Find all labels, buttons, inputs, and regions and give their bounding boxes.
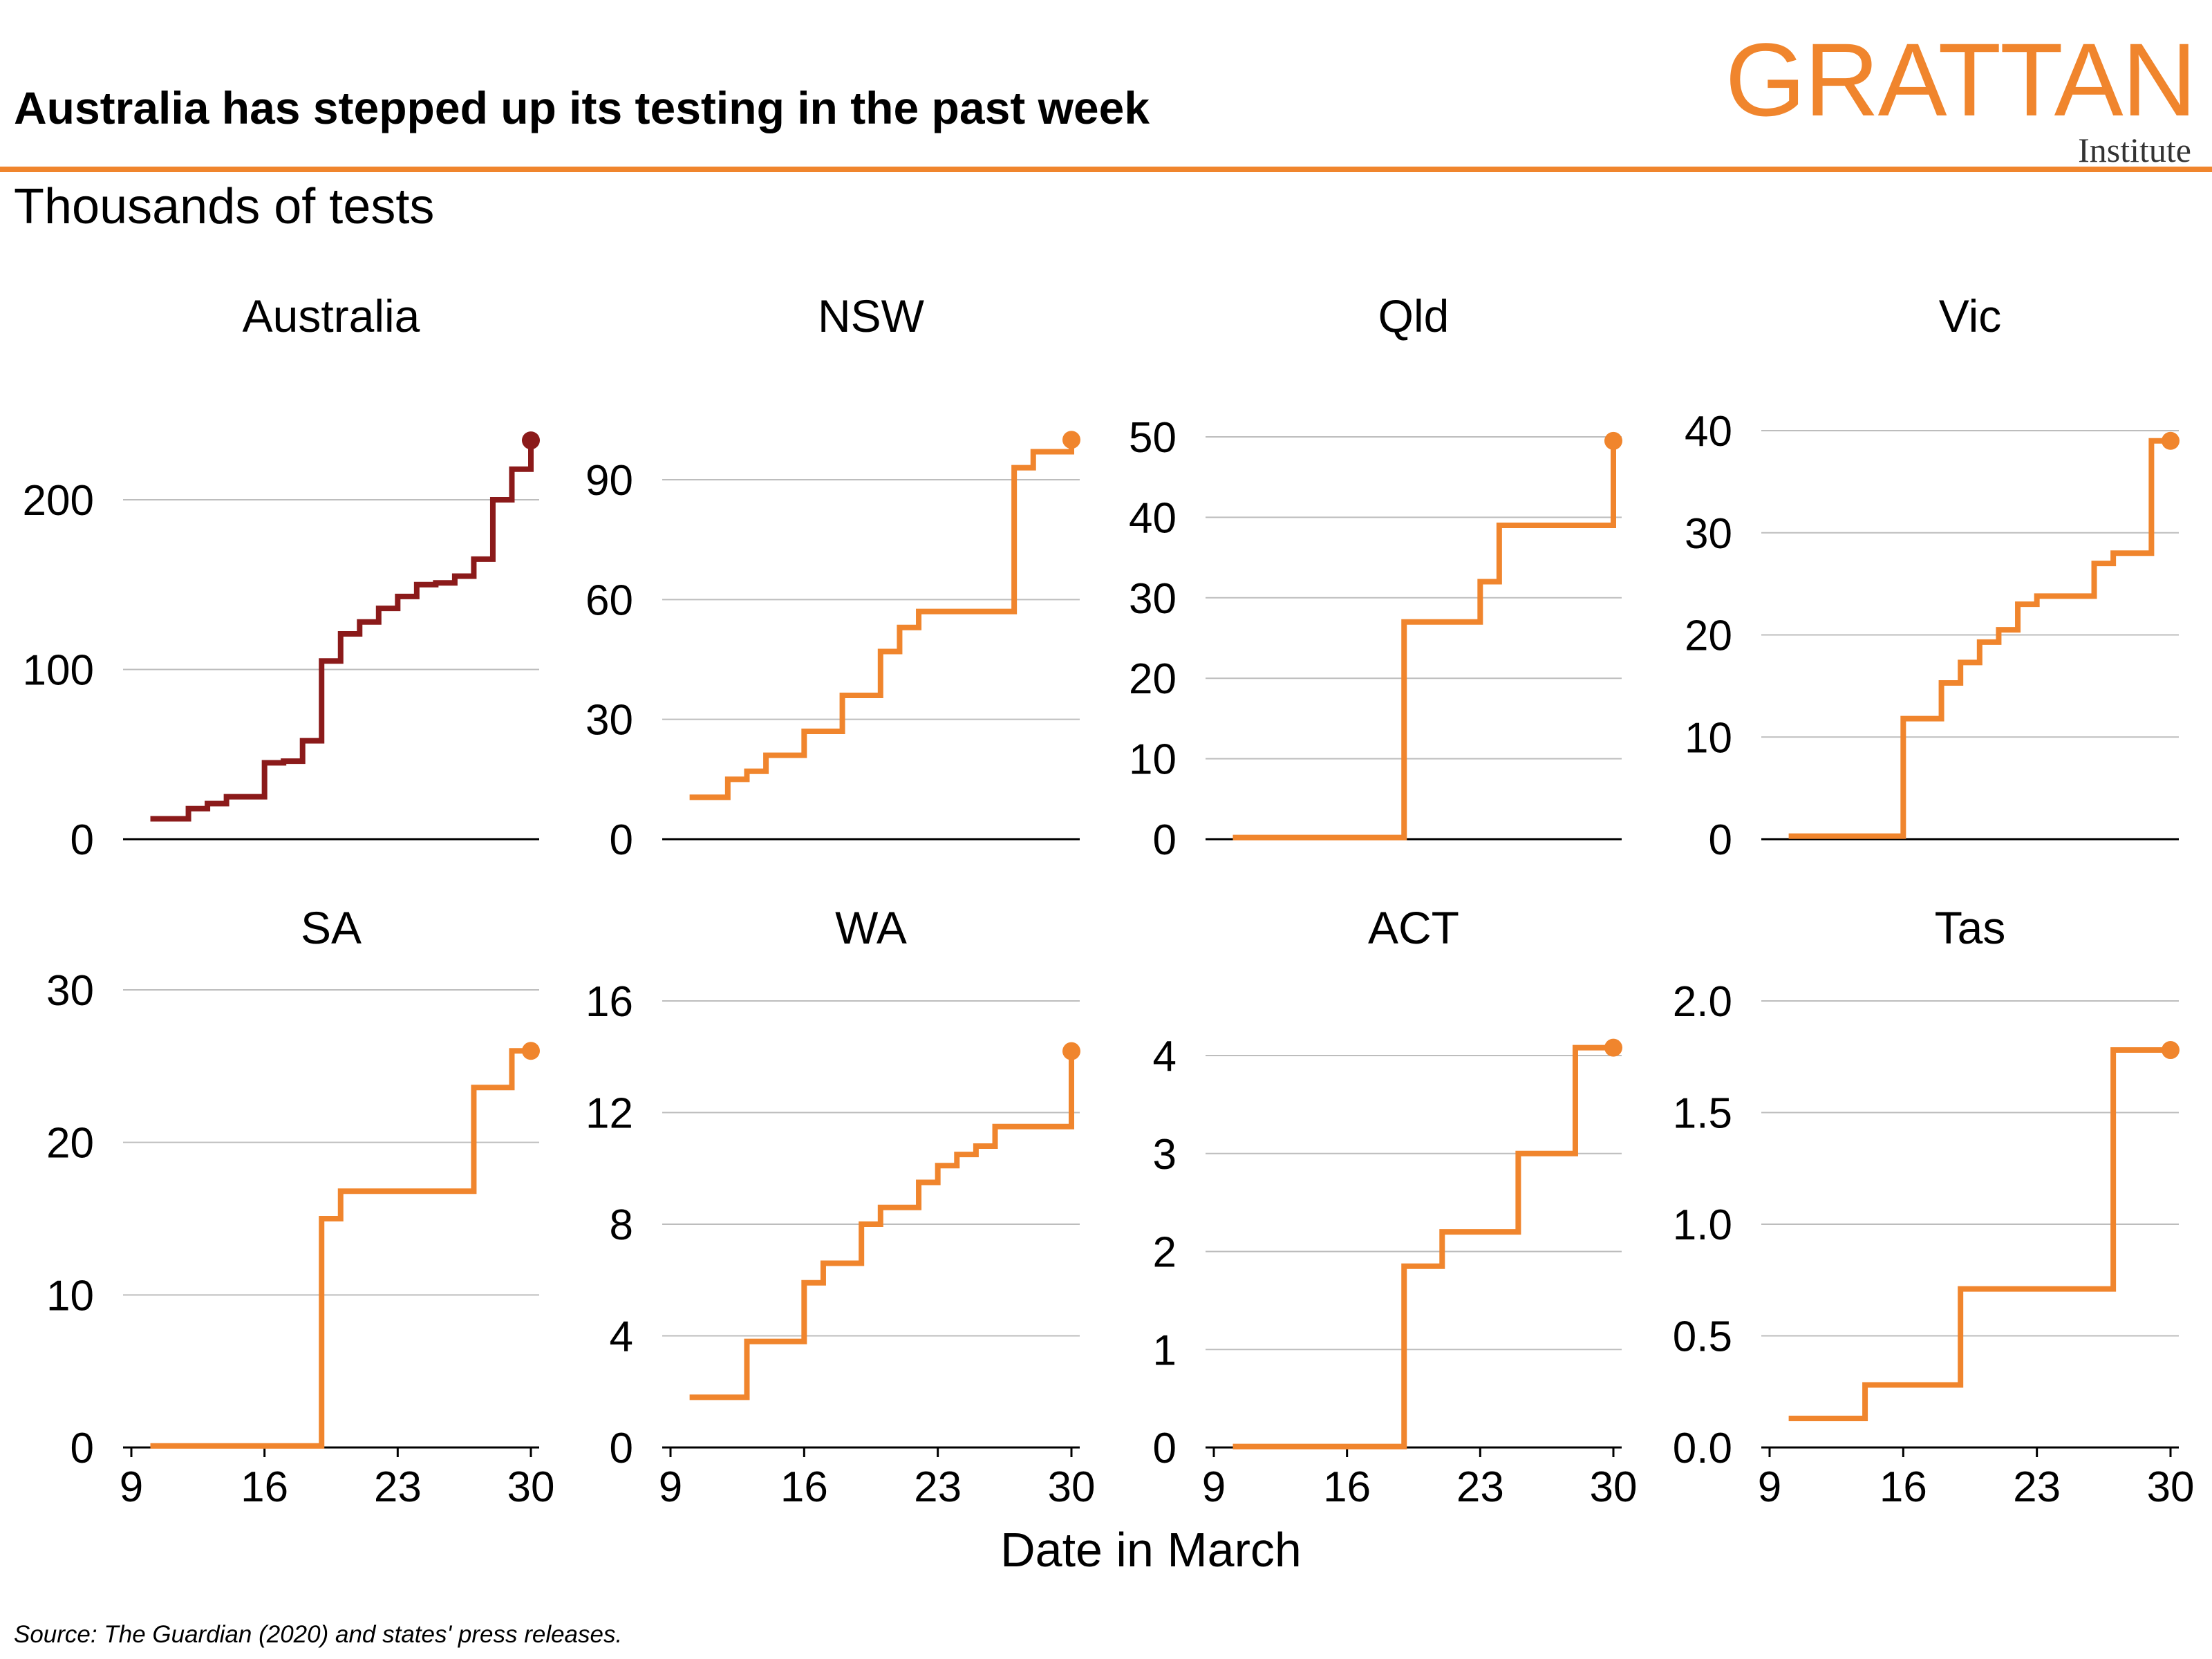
panel-vic: Vic 0 10 20 30 40 <box>1685 290 2180 864</box>
y-tick-label: 2.0 <box>1673 978 1732 1026</box>
y-tick-label: 10 <box>1685 714 1732 762</box>
y-tick-label: 0 <box>71 816 94 864</box>
grattan-logo: GRATTAN Institute <box>1725 21 2197 169</box>
y-tick-label: 200 <box>23 477 94 525</box>
y-tick-label: 20 <box>1685 612 1732 660</box>
chart-subtitle: Thousands of tests <box>14 179 435 234</box>
series-line <box>1232 440 1616 841</box>
series-line <box>150 440 534 822</box>
y-tick-label: 8 <box>610 1201 633 1249</box>
end-point-marker <box>1062 1042 1080 1060</box>
x-tick-label: 23 <box>2013 1463 2061 1511</box>
panel-qld: Qld 0 10 20 30 40 50 <box>1129 290 1622 864</box>
end-point-marker <box>2162 1041 2180 1060</box>
y-tick-label: 40 <box>1129 494 1177 542</box>
panel-nsw: NSW 0 30 60 90 <box>585 290 1080 864</box>
panel-wa: WA 0 4 8 12 16 9 16 23 30 <box>585 902 1095 1511</box>
y-tick-label: 1.5 <box>1673 1090 1732 1138</box>
x-tick-label: 9 <box>659 1463 682 1511</box>
series-line <box>1232 1044 1613 1450</box>
x-tick-label: 9 <box>1202 1463 1226 1511</box>
panel-sa: SA 0 10 20 30 9 16 23 30 <box>46 902 554 1511</box>
y-tick-label: 10 <box>1129 736 1177 784</box>
series-line <box>150 1048 531 1449</box>
x-tick-label: 30 <box>2147 1463 2195 1511</box>
panel-title: ACT <box>1368 902 1459 953</box>
series-line <box>689 440 1074 800</box>
y-tick-label: 1.0 <box>1673 1201 1732 1249</box>
end-point-marker <box>1062 431 1080 449</box>
end-point-marker <box>522 1042 540 1060</box>
x-tick-label: 23 <box>914 1463 962 1511</box>
x-tick-label: 23 <box>374 1463 422 1511</box>
y-tick-label: 20 <box>1129 655 1177 703</box>
x-tick-label: 9 <box>1758 1463 1781 1511</box>
y-tick-label: 4 <box>1153 1033 1177 1080</box>
panel-title: NSW <box>818 290 925 341</box>
y-tick-label: 0 <box>71 1425 94 1472</box>
y-tick-label: 3 <box>1153 1131 1177 1179</box>
chart-title: Australia has stepped up its testing in … <box>14 82 1150 133</box>
end-point-marker <box>522 431 540 450</box>
series-line <box>689 1051 1074 1400</box>
y-tick-label: 0.5 <box>1673 1313 1732 1361</box>
title-rule <box>0 167 2212 172</box>
y-tick-label: 50 <box>1129 414 1177 462</box>
series-line <box>1788 438 2171 839</box>
end-point-marker <box>2162 431 2180 450</box>
y-tick-label: 0.0 <box>1673 1425 1732 1472</box>
y-tick-label: 100 <box>23 647 94 695</box>
source-note: Source: The Guardian (2020) and states' … <box>14 1621 623 1648</box>
logo-subtext: Institute <box>2078 131 2191 169</box>
panel-australia: Australia 0 100 200 <box>23 290 540 864</box>
end-point-marker <box>1604 431 1622 450</box>
y-tick-label: 4 <box>610 1313 633 1361</box>
y-tick-label: 30 <box>46 967 94 1015</box>
x-tick-label: 30 <box>1048 1463 1096 1511</box>
y-tick-label: 30 <box>585 697 633 744</box>
y-tick-label: 1 <box>1153 1327 1177 1374</box>
y-tick-label: 90 <box>585 457 633 505</box>
end-point-marker <box>1604 1038 1622 1057</box>
y-tick-label: 10 <box>46 1272 94 1320</box>
x-tick-label: 16 <box>780 1463 828 1511</box>
x-tick-label: 16 <box>241 1463 288 1511</box>
series-line <box>1788 1047 2171 1422</box>
y-tick-label: 0 <box>610 1425 633 1472</box>
y-tick-label: 20 <box>46 1120 94 1168</box>
y-tick-label: 0 <box>1153 816 1177 864</box>
x-tick-label: 23 <box>1456 1463 1504 1511</box>
x-tick-label: 30 <box>1590 1463 1638 1511</box>
y-tick-label: 30 <box>1129 575 1177 623</box>
y-tick-label: 16 <box>585 978 633 1026</box>
panel-title: SA <box>301 902 362 953</box>
y-tick-label: 0 <box>1709 816 1732 864</box>
y-tick-label: 12 <box>585 1090 633 1138</box>
panel-title: Vic <box>1939 290 2002 341</box>
x-tick-label: 16 <box>1880 1463 1927 1511</box>
y-tick-label: 0 <box>610 816 633 864</box>
y-tick-label: 40 <box>1685 408 1732 456</box>
panel-title: Tas <box>1935 902 2006 953</box>
x-tick-label: 9 <box>120 1463 143 1511</box>
y-tick-label: 2 <box>1153 1229 1177 1277</box>
y-tick-label: 60 <box>585 577 633 624</box>
logo-wordmark: GRATTAN <box>1725 21 2197 138</box>
panel-title: Qld <box>1378 290 1450 341</box>
panel-title: Australia <box>243 290 420 341</box>
y-tick-label: 30 <box>1685 510 1732 558</box>
panel-tas: Tas 0.0 0.5 1.0 1.5 2.0 9 16 23 30 <box>1673 902 2195 1511</box>
panel-title: WA <box>835 902 907 953</box>
y-tick-label: 0 <box>1153 1425 1177 1472</box>
x-tick-label: 16 <box>1323 1463 1371 1511</box>
x-tick-label: 30 <box>507 1463 555 1511</box>
x-axis-label: Date in March <box>1000 1523 1302 1577</box>
